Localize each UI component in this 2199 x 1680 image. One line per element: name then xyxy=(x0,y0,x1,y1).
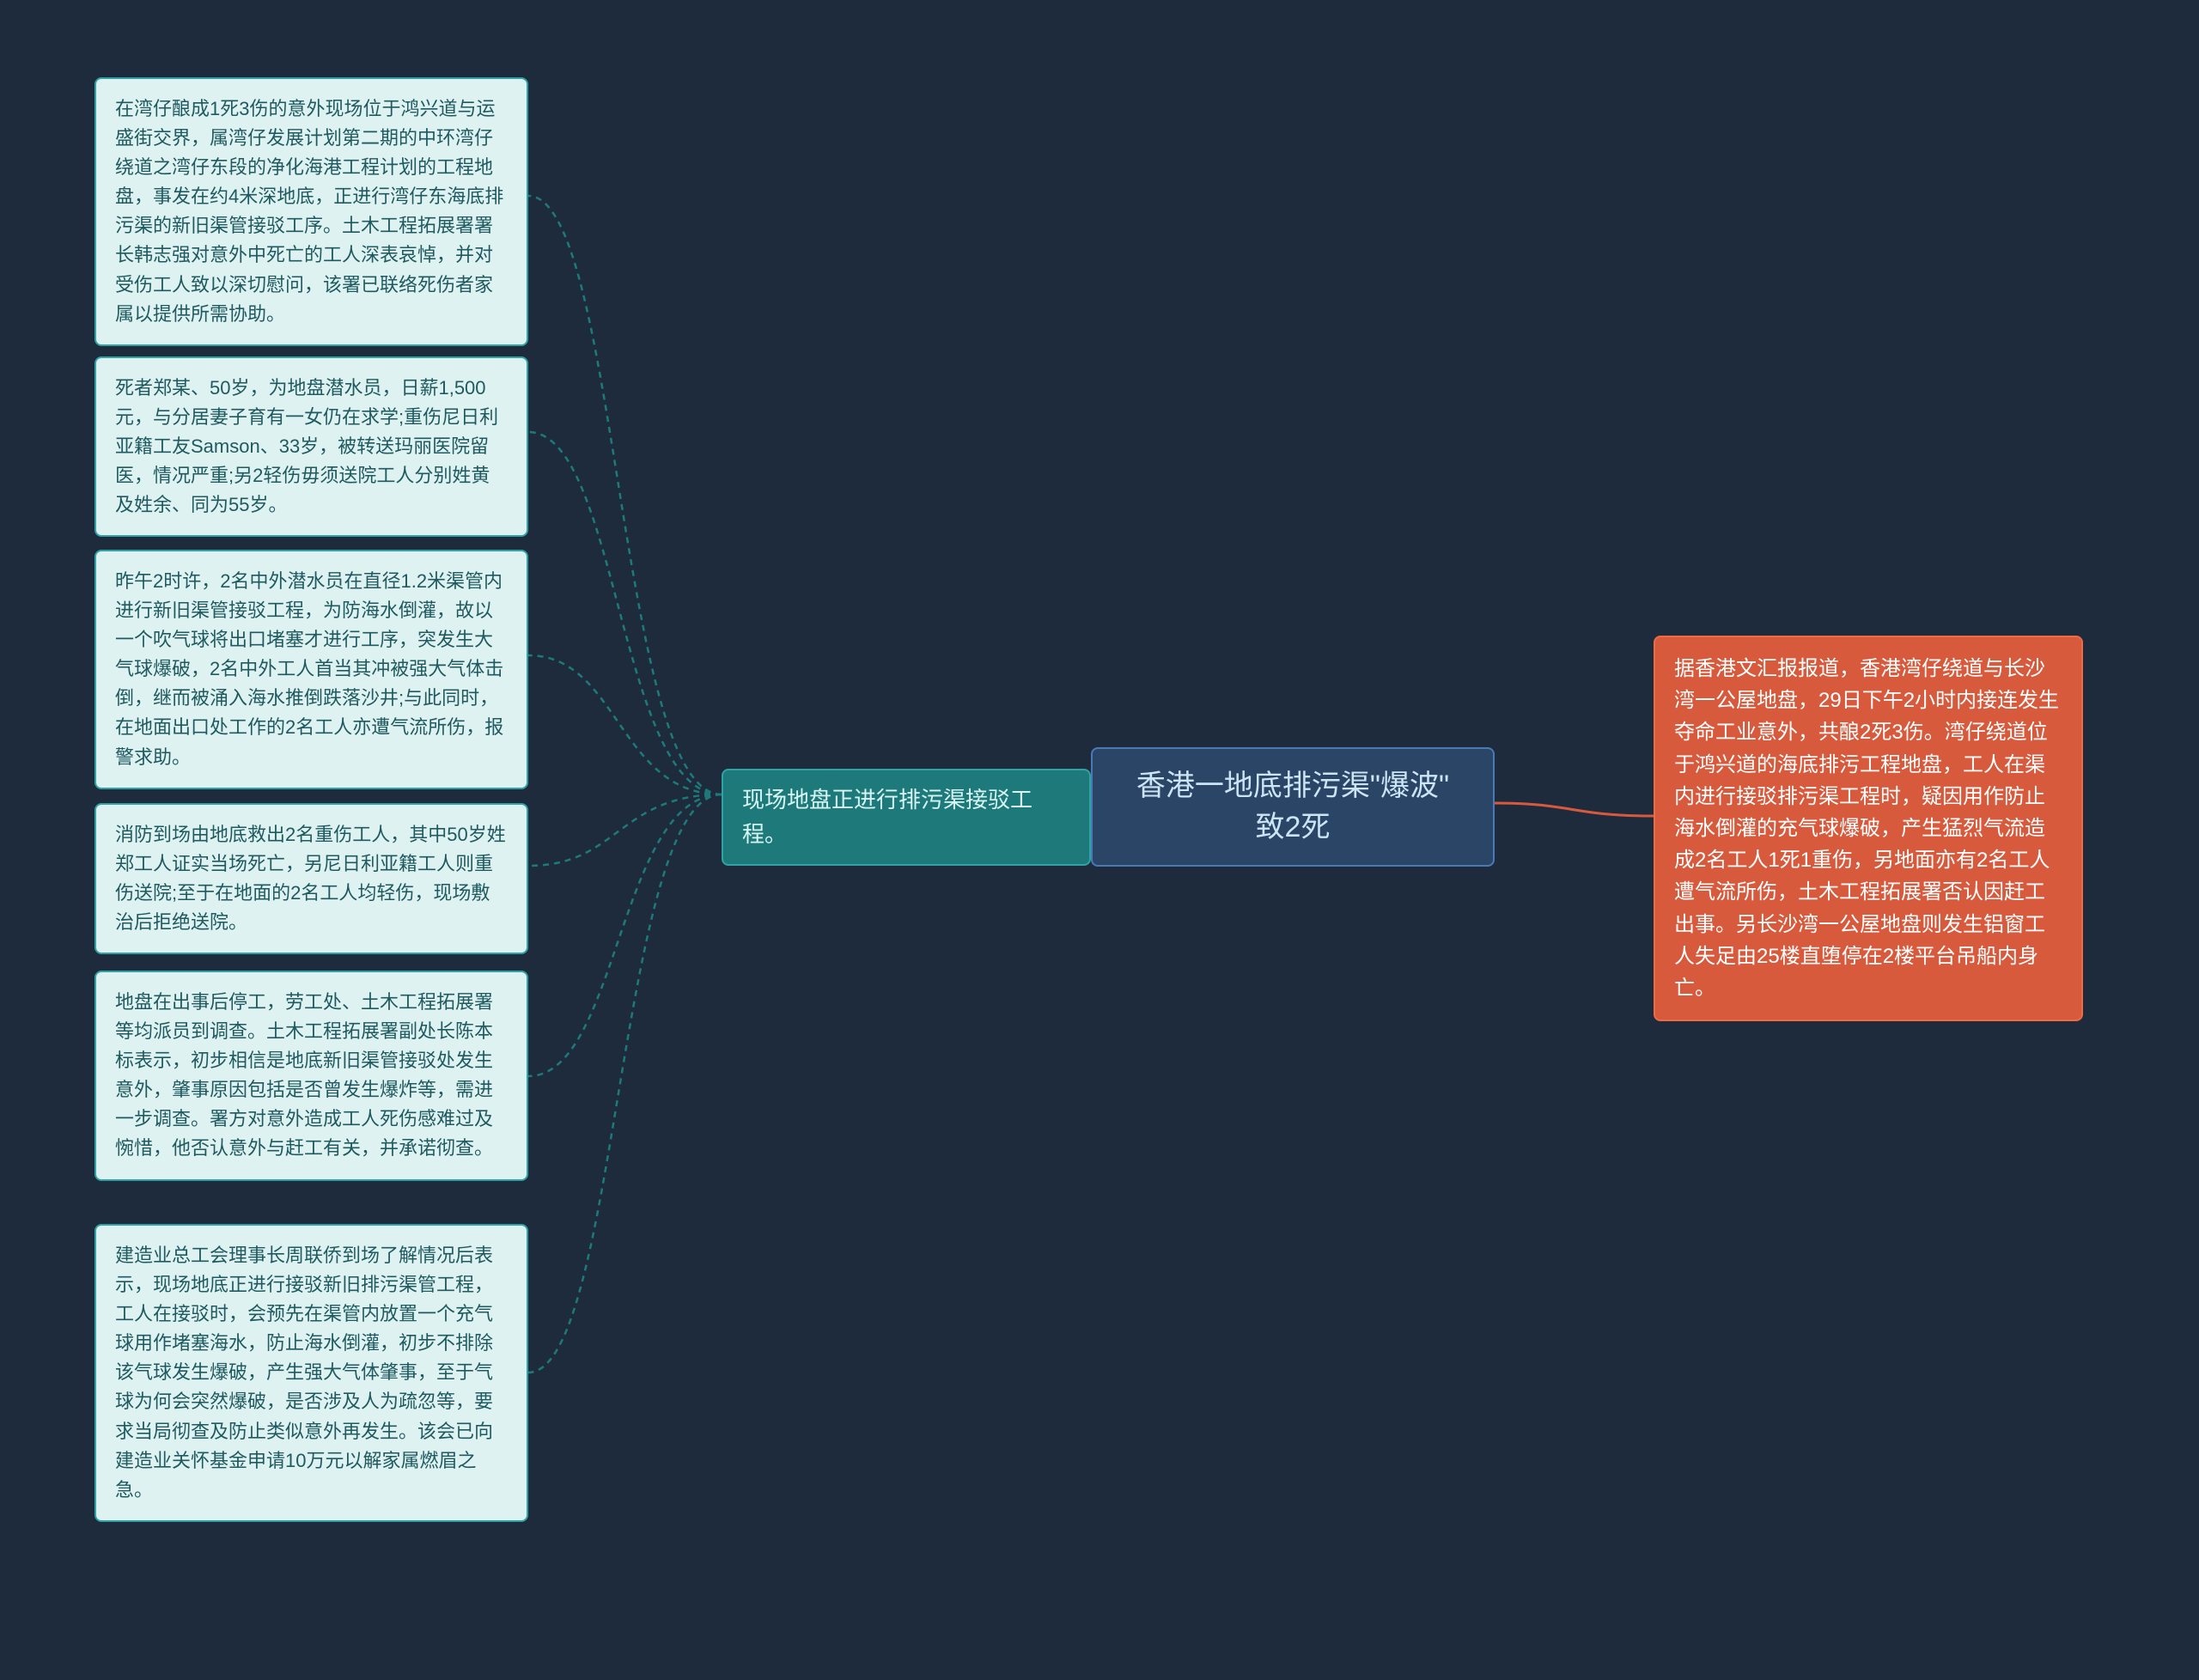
branch-left-node[interactable]: 现场地盘正进行排污渠接驳工程。 xyxy=(722,769,1091,866)
leaf-text: 地盘在出事后停工，劳工处、土木工程拓展署等均派员到调查。土木工程拓展署副处长陈本… xyxy=(115,991,493,1159)
right-summary-text: 据香港文汇报报道，香港湾仔绕道与长沙湾一公屋地盘，29日下午2小时内接连发生夺命… xyxy=(1674,657,2059,1000)
leaf-text: 昨午2时许，2名中外潜水员在直径1.2米渠管内进行新旧渠管接驳工程，为防海水倒灌… xyxy=(115,570,503,768)
leaf-text: 消防到场由地底救出2名重伤工人，其中50岁姓郑工人证实当场死亡，另尼日利亚籍工人… xyxy=(115,824,506,933)
leaf-node-1[interactable]: 死者郑某、50岁，为地盘潜水员，日薪1,500元，与分居妻子育有一女仍在求学;重… xyxy=(94,356,528,537)
leaf-node-5[interactable]: 建造业总工会理事长周联侨到场了解情况后表示，现场地底正进行接驳新旧排污渠管工程，… xyxy=(94,1224,528,1522)
leaf-node-0[interactable]: 在湾仔酿成1死3伤的意外现场位于鸿兴道与运盛街交界，属湾仔发展计划第二期的中环湾… xyxy=(94,77,528,346)
center-node[interactable]: 香港一地底排污渠"爆波" 致2死 xyxy=(1091,747,1495,867)
right-summary-node[interactable]: 据香港文汇报报道，香港湾仔绕道与长沙湾一公屋地盘，29日下午2小时内接连发生夺命… xyxy=(1654,636,2083,1021)
leaf-text: 在湾仔酿成1死3伤的意外现场位于鸿兴道与运盛街交界，属湾仔发展计划第二期的中环湾… xyxy=(115,98,503,325)
leaf-node-2[interactable]: 昨午2时许，2名中外潜水员在直径1.2米渠管内进行新旧渠管接驳工程，为防海水倒灌… xyxy=(94,550,528,789)
leaf-text: 死者郑某、50岁，为地盘潜水员，日薪1,500元，与分居妻子育有一女仍在求学;重… xyxy=(115,377,498,515)
leaf-text: 建造业总工会理事长周联侨到场了解情况后表示，现场地底正进行接驳新旧排污渠管工程，… xyxy=(115,1245,493,1500)
center-title: 香港一地底排污渠"爆波" 致2死 xyxy=(1136,770,1449,843)
leaf-node-3[interactable]: 消防到场由地底救出2名重伤工人，其中50岁姓郑工人证实当场死亡，另尼日利亚籍工人… xyxy=(94,803,528,954)
branch-left-label: 现场地盘正进行排污渠接驳工程。 xyxy=(742,787,1032,847)
leaf-node-4[interactable]: 地盘在出事后停工，劳工处、土木工程拓展署等均派员到调查。土木工程拓展署副处长陈本… xyxy=(94,971,528,1181)
